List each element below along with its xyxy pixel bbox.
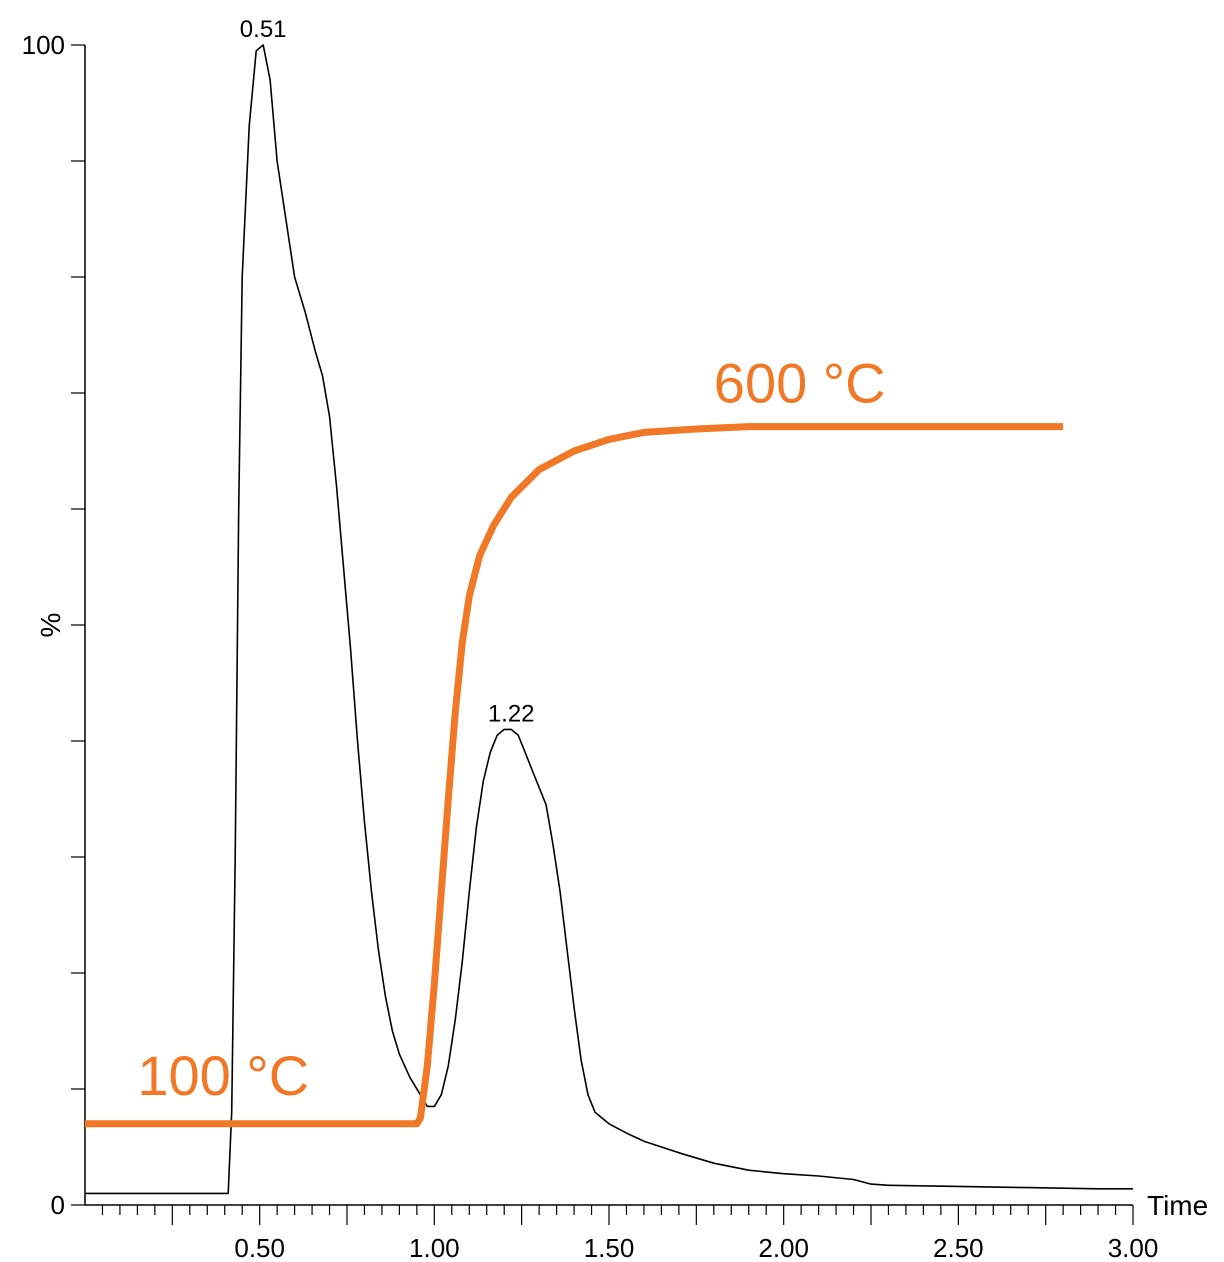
x-tick-label: 2.00 [758, 1233, 809, 1262]
x-tick-label: 1.50 [584, 1233, 635, 1262]
y-tick-label: 100 [22, 30, 65, 60]
signal-trace [85, 44, 1133, 1195]
temperature-trace [85, 423, 1064, 1128]
tick-labels: 0.50 1.00 1.50 2.00 2.50 3.00 100 0 Time% [22, 30, 1209, 1262]
x-tick-label: 3.00 [1108, 1233, 1159, 1262]
axes [84, 45, 1133, 1206]
x-axis-title: Time [1147, 1190, 1208, 1221]
x-tick-label: 0.50 [234, 1233, 285, 1262]
peak-label: 1.22 [488, 700, 535, 727]
x-tick-label: 2.50 [933, 1233, 984, 1262]
series-lines [85, 44, 1133, 1195]
peak-label: 0.51 [240, 16, 287, 43]
y-axis-title: % [35, 613, 66, 638]
annotations: 0.51 1.22 100 °C 600 °C [137, 16, 885, 1107]
y-tick-label: 0 [51, 1190, 65, 1220]
temperature-label: 100 °C [137, 1044, 309, 1107]
x-tick-label: 1.00 [409, 1233, 460, 1262]
temperature-label: 600 °C [714, 352, 886, 415]
tick-marks [71, 44, 1134, 1225]
